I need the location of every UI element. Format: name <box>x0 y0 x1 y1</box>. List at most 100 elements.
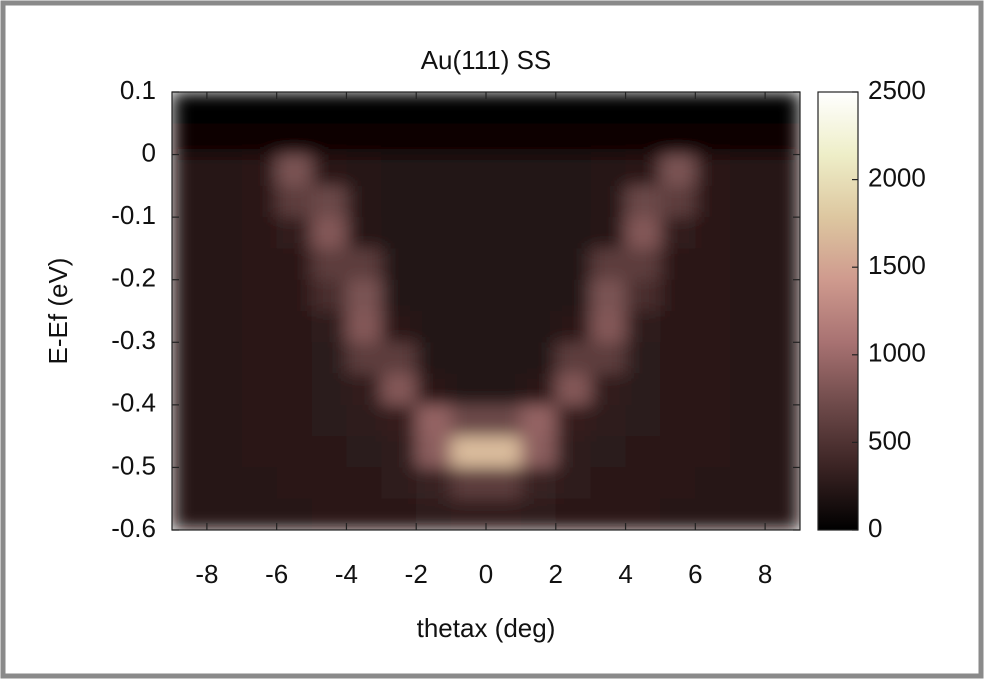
heatmap-cell <box>206 467 243 500</box>
heatmap-cell <box>660 279 696 312</box>
heatmap-cell <box>765 154 800 187</box>
colorbar-tick-label: 0 <box>868 513 882 543</box>
heatmap-cell <box>241 185 278 218</box>
heatmap-cell <box>451 342 487 375</box>
heatmap-cell <box>625 154 661 187</box>
heatmap-cell <box>346 217 382 249</box>
heatmap-cell <box>311 248 347 281</box>
heatmap-cell <box>695 498 731 530</box>
heatmap-cell <box>451 217 487 249</box>
heatmap-cell <box>346 373 382 406</box>
heatmap-cell <box>276 498 313 530</box>
heatmap-cell <box>590 373 627 406</box>
heatmap-cell <box>416 342 452 375</box>
heatmap-cell <box>625 185 661 218</box>
heatmap-cell <box>486 311 522 343</box>
heatmap-cell <box>520 154 557 187</box>
heatmap-cell <box>311 311 347 343</box>
heatmap-cell <box>520 342 557 375</box>
heatmap-cell <box>486 248 522 281</box>
heatmap-cell <box>416 123 452 156</box>
heatmap-cell <box>486 404 522 437</box>
x-tick-label: 2 <box>549 559 563 589</box>
heatmap-cell <box>520 373 557 406</box>
heatmap-cell <box>206 498 243 530</box>
heatmap-cell <box>416 92 452 124</box>
heatmap-area <box>172 92 800 530</box>
heatmap-cell <box>730 185 766 218</box>
heatmap-cell <box>451 404 487 437</box>
heatmap-cell <box>590 498 627 530</box>
heatmap-cell <box>346 92 382 124</box>
heatmap-cell <box>765 342 800 375</box>
heatmap-cell <box>346 436 382 468</box>
heatmap-cell <box>486 279 522 312</box>
heatmap-cell <box>660 342 696 375</box>
heatmap-cell <box>730 123 766 156</box>
heatmap-cell <box>765 92 800 124</box>
heatmap-cell <box>520 185 557 218</box>
heatmap-cell <box>695 92 731 124</box>
heatmap-cell <box>241 373 278 406</box>
heatmap-cell <box>765 248 800 281</box>
x-tick-label: -8 <box>195 559 218 589</box>
heatmap-cell <box>172 311 208 343</box>
heatmap-cell <box>520 92 557 124</box>
heatmap-cell <box>381 311 417 343</box>
heatmap-cell <box>311 217 347 249</box>
heatmap-cell <box>590 217 627 249</box>
heatmap-cell <box>625 436 661 468</box>
heatmap-cell <box>660 185 696 218</box>
heatmap-cell <box>381 185 417 218</box>
heatmap-cell <box>451 373 487 406</box>
heatmap-cell <box>520 248 557 281</box>
heatmap-cell <box>765 498 800 530</box>
heatmap-cell <box>311 185 347 218</box>
heatmap-cell <box>730 217 766 249</box>
heatmap-cell <box>695 467 731 500</box>
heatmap-cell <box>486 92 522 124</box>
heatmap-cell <box>206 342 243 375</box>
y-tick-label: -0.6 <box>111 513 156 543</box>
heatmap-cell <box>660 311 696 343</box>
y-tick-label: 0 <box>142 137 156 167</box>
heatmap-cell <box>486 217 522 249</box>
heatmap-cell <box>451 248 487 281</box>
y-tick-label: -0.4 <box>111 388 156 418</box>
heatmap-cell <box>590 279 627 312</box>
heatmap-cell <box>381 404 417 437</box>
heatmap-cell <box>241 248 278 281</box>
heatmap-cell <box>276 467 313 500</box>
heatmap-cell <box>276 92 313 124</box>
heatmap-cell <box>451 279 487 312</box>
heatmap-cell <box>311 342 347 375</box>
heatmap-cell <box>346 154 382 187</box>
heatmap-cell <box>206 185 243 218</box>
heatmap-cell <box>381 498 417 530</box>
heatmap-cell <box>660 373 696 406</box>
heatmap-cell <box>660 467 696 500</box>
heatmap-cell <box>730 92 766 124</box>
heatmap-cell <box>241 154 278 187</box>
heatmap-cell <box>172 217 208 249</box>
heatmap-cell <box>172 436 208 468</box>
heatmap-cell <box>241 342 278 375</box>
heatmap-cell <box>381 92 417 124</box>
heatmap-cell <box>172 467 208 500</box>
heatmap-cell <box>381 436 417 468</box>
heatmap-cell <box>451 467 487 500</box>
heatmap-cell <box>765 467 800 500</box>
heatmap-cell <box>206 373 243 406</box>
heatmap-cell <box>590 92 627 124</box>
heatmap-cell <box>590 342 627 375</box>
y-axis-label: E-Ef (eV) <box>43 258 73 365</box>
heatmap-cell <box>451 436 487 468</box>
heatmap-cell <box>730 342 766 375</box>
heatmap-cell <box>486 436 522 468</box>
heatmap-cell <box>625 123 661 156</box>
heatmap-cell <box>486 123 522 156</box>
y-tick-label: 0.1 <box>120 75 156 105</box>
heatmap-cell <box>206 436 243 468</box>
heatmap-cell <box>660 217 696 249</box>
heatmap-cell <box>276 279 313 312</box>
